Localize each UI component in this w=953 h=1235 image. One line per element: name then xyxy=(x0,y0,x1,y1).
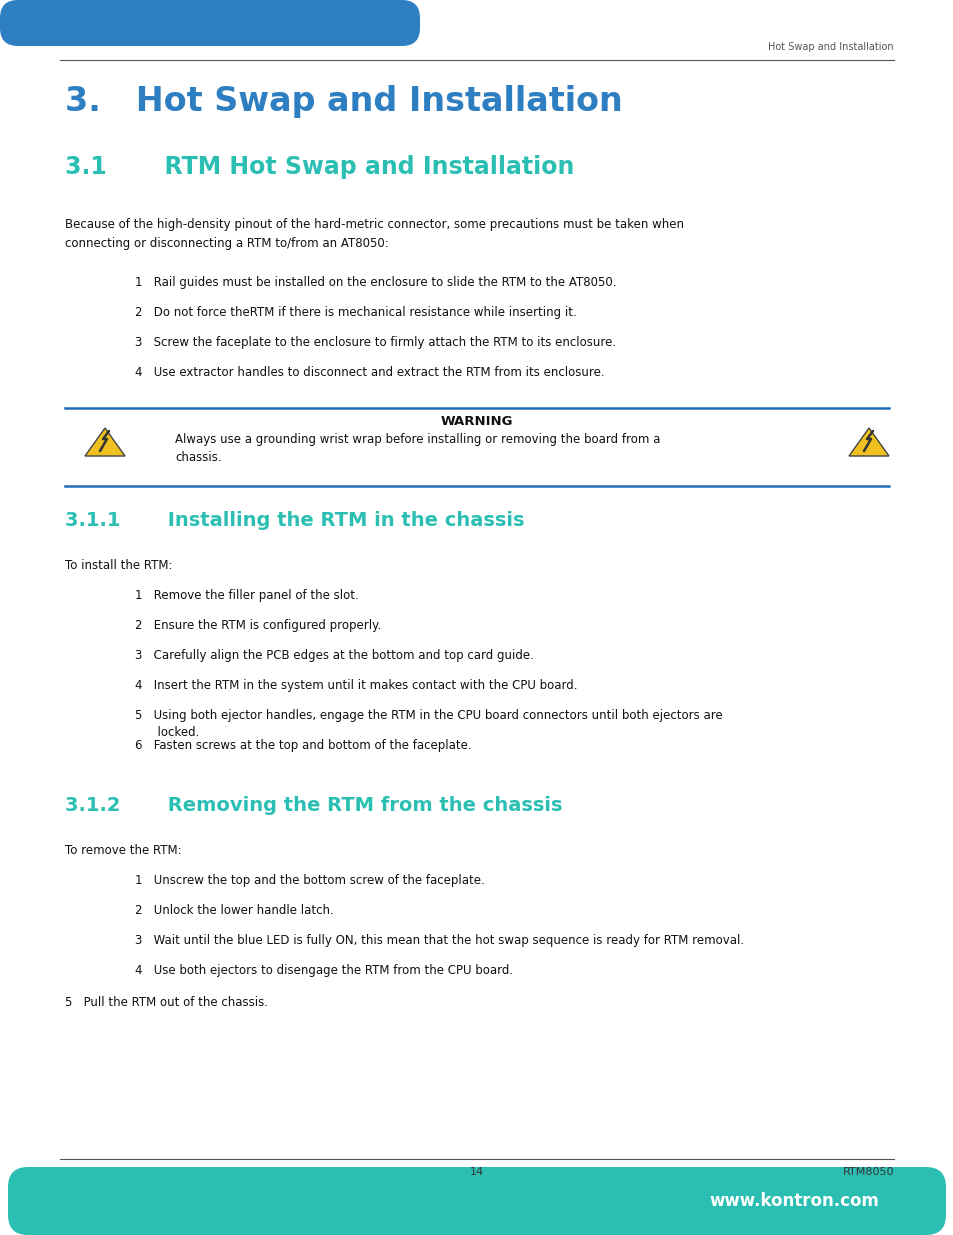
Text: 14: 14 xyxy=(470,1167,483,1177)
Text: To install the RTM:: To install the RTM: xyxy=(65,559,172,572)
Text: 1   Remove the filler panel of the slot.: 1 Remove the filler panel of the slot. xyxy=(135,589,358,601)
Text: 3   Wait until the blue LED is fully ON, this mean that the hot swap sequence is: 3 Wait until the blue LED is fully ON, t… xyxy=(135,934,743,947)
Text: 4   Insert the RTM in the system until it makes contact with the CPU board.: 4 Insert the RTM in the system until it … xyxy=(135,679,577,692)
Text: Hot Swap and Installation: Hot Swap and Installation xyxy=(767,42,893,52)
Text: 2   Ensure the RTM is configured properly.: 2 Ensure the RTM is configured properly. xyxy=(135,619,381,632)
Polygon shape xyxy=(85,429,125,456)
Text: To remove the RTM:: To remove the RTM: xyxy=(65,844,181,857)
Text: 3.1.1       Installing the RTM in the chassis: 3.1.1 Installing the RTM in the chassis xyxy=(65,511,524,530)
Text: 4   Use extractor handles to disconnect and extract the RTM from its enclosure.: 4 Use extractor handles to disconnect an… xyxy=(135,366,604,379)
Text: 3.1       RTM Hot Swap and Installation: 3.1 RTM Hot Swap and Installation xyxy=(65,156,574,179)
Text: 5   Pull the RTM out of the chassis.: 5 Pull the RTM out of the chassis. xyxy=(65,995,268,1009)
Text: 3   Screw the faceplate to the enclosure to firmly attach the RTM to its enclosu: 3 Screw the faceplate to the enclosure t… xyxy=(135,336,616,350)
Text: 2   Unlock the lower handle latch.: 2 Unlock the lower handle latch. xyxy=(135,904,334,918)
Text: RTM8050: RTM8050 xyxy=(841,1167,893,1177)
Text: 6   Fasten screws at the top and bottom of the faceplate.: 6 Fasten screws at the top and bottom of… xyxy=(135,739,471,752)
Text: Always use a grounding wrist wrap before installing or removing the board from a: Always use a grounding wrist wrap before… xyxy=(174,433,659,464)
Polygon shape xyxy=(848,429,888,456)
Text: 5   Using both ejector handles, engage the RTM in the CPU board connectors until: 5 Using both ejector handles, engage the… xyxy=(135,709,722,740)
Text: 1   Unscrew the top and the bottom screw of the faceplate.: 1 Unscrew the top and the bottom screw o… xyxy=(135,874,484,887)
Text: 4   Use both ejectors to disengage the RTM from the CPU board.: 4 Use both ejectors to disengage the RTM… xyxy=(135,965,513,977)
Text: 3.1.2       Removing the RTM from the chassis: 3.1.2 Removing the RTM from the chassis xyxy=(65,797,562,815)
FancyBboxPatch shape xyxy=(0,0,419,46)
Text: Because of the high-density pinout of the hard-metric connector, some precaution: Because of the high-density pinout of th… xyxy=(65,219,683,249)
Text: WARNING: WARNING xyxy=(440,415,513,429)
Text: 3.   Hot Swap and Installation: 3. Hot Swap and Installation xyxy=(65,85,622,119)
Text: 2   Do not force theRTM if there is mechanical resistance while inserting it.: 2 Do not force theRTM if there is mechan… xyxy=(135,306,577,319)
Text: 1   Rail guides must be installed on the enclosure to slide the RTM to the AT805: 1 Rail guides must be installed on the e… xyxy=(135,275,616,289)
Text: 3   Carefully align the PCB edges at the bottom and top card guide.: 3 Carefully align the PCB edges at the b… xyxy=(135,650,534,662)
Text: www.kontron.com: www.kontron.com xyxy=(708,1192,878,1210)
FancyBboxPatch shape xyxy=(8,1167,945,1235)
